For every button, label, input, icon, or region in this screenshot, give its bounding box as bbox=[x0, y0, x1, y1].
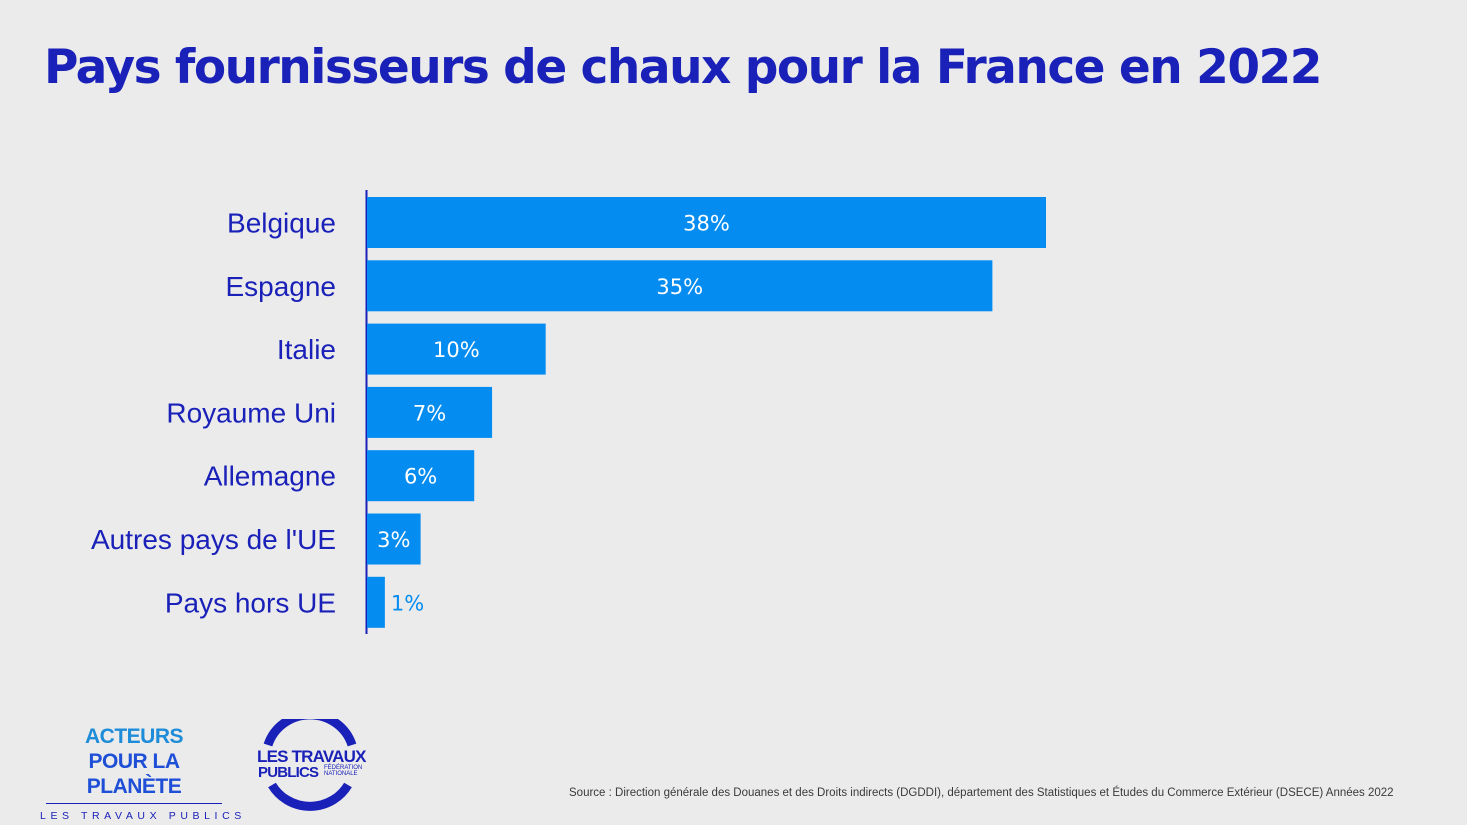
bar-autres-pays-de-l-ue bbox=[367, 513, 421, 565]
category-label-pays-hors-ue: Pays hors UE bbox=[165, 587, 336, 618]
logo-divider bbox=[46, 803, 222, 804]
bar-espagne bbox=[367, 260, 993, 312]
logo-tp-line1: LES TRAVAUX bbox=[257, 747, 366, 766]
value-label-espagne: 35% bbox=[656, 275, 703, 299]
category-label-italie: Italie bbox=[277, 334, 336, 365]
value-label-allemagne: 6% bbox=[404, 465, 437, 489]
bar-chart: Belgique 38% Espagne 35% Italie 10% Royaume Un… bbox=[91, 190, 1046, 634]
value-label-italie: 10% bbox=[433, 338, 480, 362]
bar-belgique bbox=[367, 197, 1046, 248]
bar-allemagne bbox=[367, 450, 475, 502]
value-label-autres-pays-de-l-ue: 3% bbox=[377, 528, 410, 552]
category-label-royaume-uni: Royaume Uni bbox=[166, 397, 336, 428]
bar-italie bbox=[367, 323, 546, 375]
bar-royaume-uni bbox=[367, 386, 493, 438]
category-label-espagne: Espagne bbox=[225, 271, 336, 302]
acteurs-pour-la-planete-logo: ACTEURS POUR LA PLANÈTE LES TRAVAUX PUBL… bbox=[40, 724, 246, 822]
category-label-allemagne: Allemagne bbox=[204, 461, 336, 492]
source-note: Source : Direction générale des Douanes … bbox=[569, 787, 1394, 799]
chart-title: Pays fournisseurs de chaux pour la Franc… bbox=[44, 40, 1322, 95]
category-label-autres-pays-de-l-ue: Autres pays de l'UE bbox=[91, 524, 336, 555]
logo-tp-line3: FÉDÉRATION NATIONALE bbox=[324, 765, 363, 777]
logo-acteurs-line1: ACTEURS bbox=[84, 725, 184, 748]
value-label-pays-hors-ue: 1% bbox=[391, 591, 424, 615]
value-label-belgique: 38% bbox=[683, 212, 730, 236]
value-label-royaume-uni: 7% bbox=[413, 401, 446, 425]
category-label-belgique: Belgique bbox=[227, 208, 336, 239]
logo-tp-line2: PUBLICS bbox=[258, 764, 319, 781]
bar-pays-hors-ue bbox=[367, 576, 385, 628]
logo-acteurs-subline: LES TRAVAUX PUBLICS bbox=[40, 810, 246, 822]
les-travaux-publics-logo: LES TRAVAUX PUBLICS FÉDÉRATION NATIONALE bbox=[256, 719, 366, 811]
logo-circle-icon bbox=[263, 719, 357, 811]
bars-group: Belgique 38% Espagne 35% Italie 10% Royaume Un… bbox=[91, 197, 1046, 628]
logo-acteurs-line2: POUR LA PLANÈTE bbox=[86, 750, 182, 798]
